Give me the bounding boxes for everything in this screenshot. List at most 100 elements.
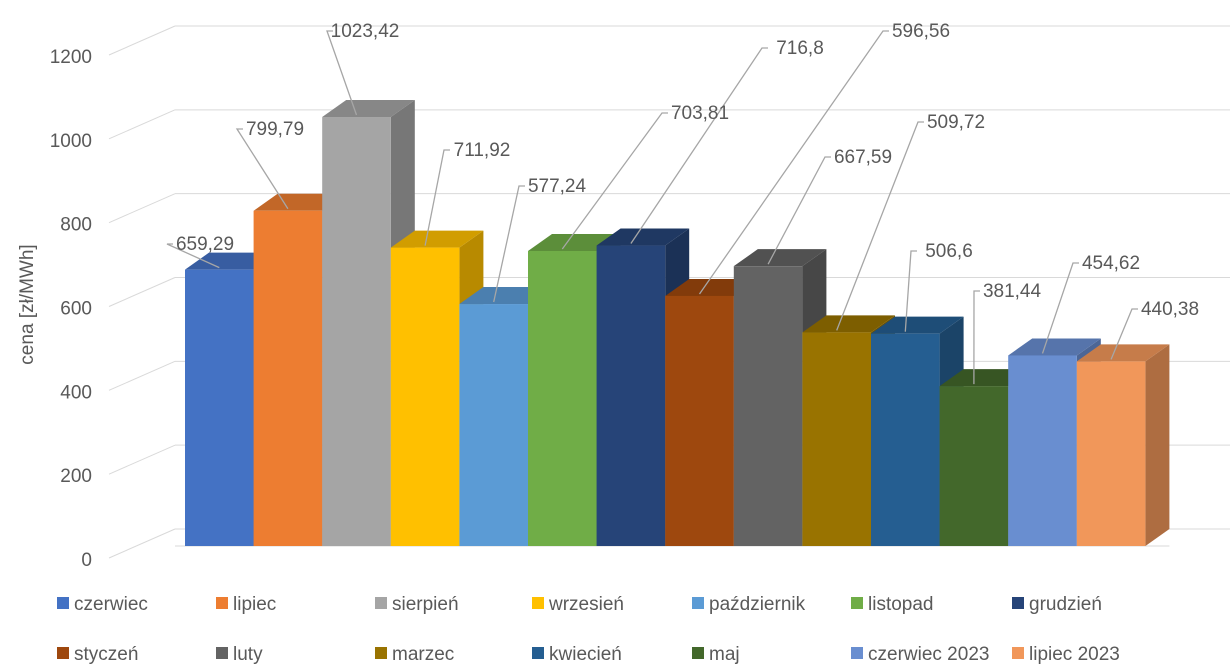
- bar-front: [733, 266, 803, 546]
- bar-side: [1145, 344, 1170, 546]
- data-label: 716,8: [776, 38, 824, 59]
- leader-line: [561, 112, 668, 250]
- bar-front: [322, 117, 391, 546]
- legend-item: styczeń: [57, 644, 138, 665]
- data-label: 799,79: [246, 119, 304, 140]
- legend-item: maj: [692, 644, 740, 665]
- bar-front: [1076, 361, 1146, 546]
- legend-label: styczeń: [74, 644, 138, 665]
- y-tick-label: 600: [60, 299, 92, 320]
- bar-top: [733, 249, 827, 267]
- leader-line: [326, 30, 358, 116]
- legend-item: luty: [216, 644, 263, 665]
- legend-item: listopad: [851, 594, 934, 615]
- legend-item: marzec: [375, 644, 454, 665]
- legend-swatch: [216, 597, 228, 609]
- legend-label: listopad: [868, 594, 934, 615]
- y-tick-label: 800: [60, 215, 92, 236]
- legend-label: grudzień: [1029, 594, 1102, 615]
- legend-swatch: [692, 647, 704, 659]
- gridline-diagonal: [108, 528, 176, 559]
- legend-label: październik: [709, 594, 806, 615]
- legend-swatch: [532, 597, 544, 609]
- bar-top: [871, 316, 964, 334]
- legend-swatch: [1012, 647, 1024, 659]
- legend-item: lipiec 2023: [1012, 644, 1120, 665]
- bar-front: [528, 250, 597, 546]
- bar-front: [596, 245, 666, 547]
- y-tick-label: 200: [60, 466, 92, 487]
- legend-label: kwiecień: [549, 644, 622, 665]
- leader-lines: [166, 30, 1138, 385]
- bar-front: [871, 333, 940, 546]
- data-label: 596,56: [892, 21, 950, 42]
- y-tick-label: 1200: [50, 47, 92, 68]
- data-label: 577,24: [528, 176, 587, 197]
- leader-line: [166, 243, 220, 269]
- bar-top: [390, 230, 484, 248]
- leader-line: [493, 185, 525, 303]
- y-tick-label: 1000: [50, 131, 92, 152]
- leader-line: [973, 290, 980, 385]
- data-label: 440,38: [1141, 299, 1199, 320]
- legend-item: lipiec: [216, 594, 276, 615]
- bar-front: [459, 304, 528, 546]
- y-axis-ticks: 0 200 400 600 800 1000 1200: [50, 47, 92, 571]
- bar-front: [253, 210, 323, 546]
- legend-swatch: [532, 647, 544, 659]
- legend-item: czerwiec 2023: [851, 644, 989, 665]
- data-label: 1023,42: [331, 21, 400, 42]
- legend-label: czerwiec: [74, 594, 148, 615]
- bar-front: [802, 332, 871, 546]
- data-label: 509,72: [927, 112, 985, 133]
- bar-top: [1008, 338, 1101, 356]
- bar-top: [322, 100, 415, 118]
- legend-label: marzec: [392, 644, 454, 665]
- y-tick-label: 0: [81, 550, 92, 571]
- leader-line: [1041, 262, 1079, 354]
- data-label: 454,62: [1082, 253, 1140, 274]
- legend-item: grudzień: [1012, 594, 1102, 615]
- data-label: 711,92: [454, 140, 511, 161]
- data-label: 381,44: [983, 281, 1042, 302]
- gridline-diagonal: [108, 25, 176, 56]
- legend-label: czerwiec 2023: [868, 644, 989, 665]
- legend-swatch: [1012, 597, 1024, 609]
- bar-top: [802, 315, 895, 333]
- legend: czerwiec lipiec sierpień wrzesień październi…: [57, 594, 1120, 665]
- bar-front: [1008, 355, 1077, 546]
- legend-swatch: [57, 597, 69, 609]
- leader-line: [1110, 308, 1138, 360]
- data-label: 703,81: [671, 103, 729, 124]
- gridline-diagonal: [108, 109, 176, 140]
- legend-item: wrzesień: [532, 594, 624, 615]
- legend-item: sierpień: [375, 594, 459, 615]
- legend-label: lipiec 2023: [1029, 644, 1120, 665]
- bars: [185, 100, 1170, 547]
- leader-line: [424, 149, 450, 246]
- legend-swatch: [851, 597, 863, 609]
- legend-label: wrzesień: [548, 594, 624, 615]
- bar-front: [939, 386, 1009, 546]
- legend-swatch: [375, 647, 387, 659]
- gridline-diagonal: [108, 277, 176, 307]
- leader-line: [235, 128, 289, 210]
- legend-item: czerwiec: [57, 594, 148, 615]
- y-axis-title: cena [zł/MWh]: [17, 244, 38, 364]
- data-label: 659,29: [176, 234, 234, 255]
- bar-front: [665, 295, 734, 546]
- bar-top: [596, 228, 690, 246]
- data-label: 667,59: [834, 147, 892, 168]
- y-tick-label: 400: [60, 382, 92, 403]
- legend-label: maj: [709, 644, 740, 665]
- legend-label: luty: [233, 644, 263, 665]
- data-label: 506,6: [925, 241, 973, 262]
- legend-swatch: [216, 647, 228, 659]
- leader-line: [904, 250, 917, 332]
- gridline-diagonal: [108, 193, 176, 224]
- data-labels: 659,29 799,79 1023,42 711,92 577,24 703,81 716…: [176, 21, 1199, 320]
- leader-line: [836, 121, 924, 331]
- legend-label: lipiec: [233, 594, 276, 615]
